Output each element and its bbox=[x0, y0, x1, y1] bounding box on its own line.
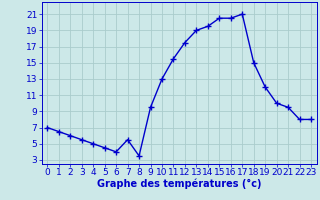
X-axis label: Graphe des températures (°c): Graphe des températures (°c) bbox=[97, 179, 261, 189]
